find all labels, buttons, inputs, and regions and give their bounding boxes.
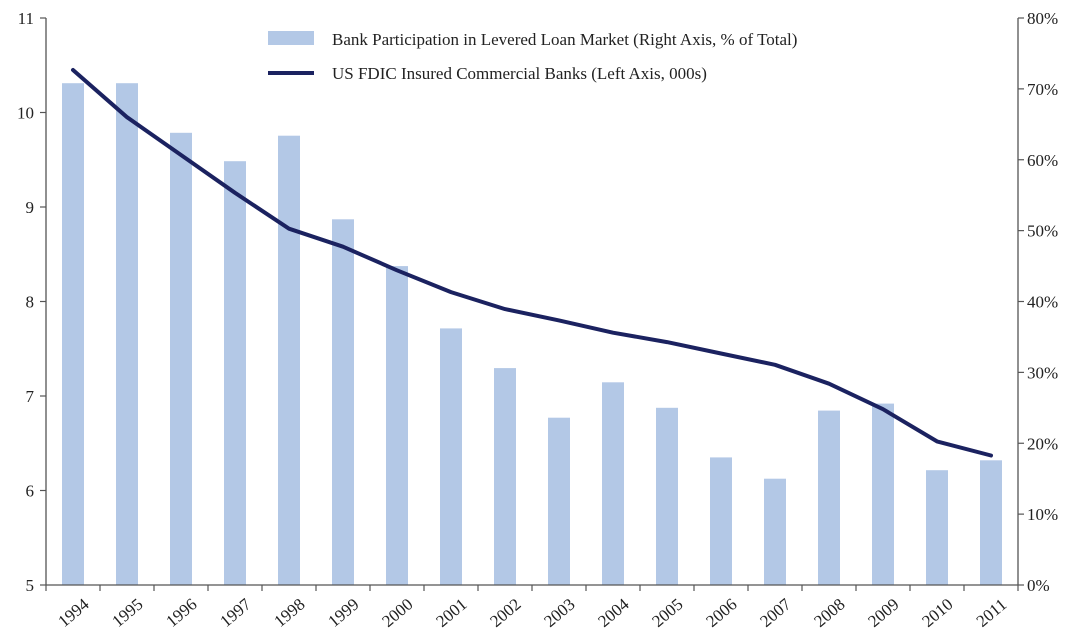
right-tick-label-50%: 50% [1027, 222, 1058, 241]
bar-2010 [926, 470, 948, 585]
left-tick-label-5: 5 [26, 576, 35, 595]
bar-1994 [62, 83, 84, 585]
left-tick-label-6: 6 [26, 482, 35, 501]
x-tick-label-2002: 2002 [486, 595, 524, 631]
bar-2004 [602, 382, 624, 585]
x-tick-label-1997: 1997 [216, 594, 255, 631]
left-tick-label-11: 11 [18, 9, 34, 28]
bar-2003 [548, 417, 570, 585]
legend: Bank Participation in Levered Loan Marke… [268, 30, 797, 83]
x-tick-label-1999: 1999 [324, 595, 362, 631]
x-tick-label-2003: 2003 [540, 595, 578, 631]
x-tick-label-1995: 1995 [108, 595, 146, 631]
x-tick-label-1996: 1996 [162, 595, 200, 631]
x-tick-label-1994: 1994 [54, 594, 93, 631]
right-tick-label-40%: 40% [1027, 293, 1058, 312]
x-tick-label-2008: 2008 [810, 595, 848, 631]
bar-2011 [980, 460, 1002, 585]
left-tick-label-8: 8 [26, 293, 35, 312]
x-tick-label-2004: 2004 [594, 594, 633, 631]
line-us-fdic-banks [71, 68, 993, 458]
x-tick-label-2000: 2000 [378, 595, 416, 631]
x-tick-label-2010: 2010 [918, 595, 956, 631]
x-tick-label-2007: 2007 [756, 594, 795, 631]
left-tick-label-9: 9 [26, 198, 35, 217]
bar-1995 [116, 83, 138, 585]
bar-1996 [170, 132, 192, 586]
x-tick-label-1998: 1998 [270, 595, 308, 631]
bar-1998 [278, 135, 300, 585]
right-tick-label-80%: 80% [1027, 9, 1058, 28]
legend-bar-swatch [268, 31, 314, 45]
right-tick-label-60%: 60% [1027, 151, 1058, 170]
bar-1997 [224, 161, 246, 585]
left-tick-label-7: 7 [26, 387, 35, 406]
right-tick-label-70%: 70% [1027, 80, 1058, 99]
bar-2005 [656, 407, 678, 585]
bar-2006 [710, 457, 732, 585]
right-tick-label-30%: 30% [1027, 363, 1058, 382]
bar-series [62, 83, 1002, 586]
right-tick-label-10%: 10% [1027, 505, 1058, 524]
line-series [71, 68, 993, 458]
bar-2001 [440, 328, 462, 585]
bar-2002 [494, 368, 516, 585]
bar-2000 [386, 266, 408, 585]
x-tick-label-2011: 2011 [973, 595, 1011, 631]
bar-2008 [818, 410, 840, 585]
right-tick-label-0%: 0% [1027, 576, 1050, 595]
x-tick-label-2009: 2009 [864, 595, 902, 631]
left-tick-label-10: 10 [17, 104, 34, 123]
bar-2007 [764, 478, 786, 585]
x-tick-label-2001: 2001 [432, 595, 470, 631]
legend-bar-label: Bank Participation in Levered Loan Marke… [332, 30, 797, 49]
bar-2009 [872, 403, 894, 585]
bar-1999 [332, 219, 354, 586]
legend-line-label: US FDIC Insured Commercial Banks (Left A… [332, 64, 707, 83]
x-tick-label-2005: 2005 [648, 595, 686, 631]
x-tick-label-2006: 2006 [702, 595, 740, 631]
right-tick-label-20%: 20% [1027, 434, 1058, 453]
